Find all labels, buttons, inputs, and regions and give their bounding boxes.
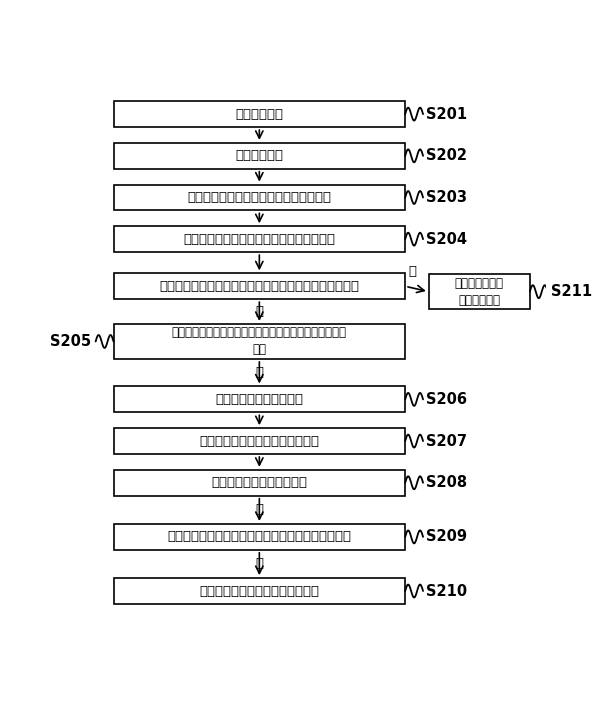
Text: 否: 否 — [409, 265, 416, 278]
Text: S210: S210 — [426, 583, 467, 598]
FancyBboxPatch shape — [114, 184, 405, 210]
Text: 判定所述实时温差是否小于第一设定温差且大于第二设定
温差: 判定所述实时温差是否小于第一设定温差且大于第二设定 温差 — [172, 326, 347, 356]
Text: S205: S205 — [50, 334, 91, 349]
Text: 采样设定温度: 采样设定温度 — [236, 149, 283, 162]
Text: 压缩机按照最小运行频率: 压缩机按照最小运行频率 — [215, 393, 304, 406]
Text: S208: S208 — [426, 475, 467, 490]
FancyBboxPatch shape — [114, 324, 405, 359]
Text: S209: S209 — [426, 529, 467, 544]
Text: S207: S207 — [426, 434, 467, 449]
FancyBboxPatch shape — [114, 226, 405, 252]
Text: 采样回风温度: 采样回风温度 — [236, 108, 283, 121]
FancyBboxPatch shape — [114, 101, 405, 127]
Text: S211: S211 — [551, 284, 592, 299]
Text: S202: S202 — [426, 148, 467, 163]
Text: 是: 是 — [256, 366, 263, 379]
FancyBboxPatch shape — [114, 273, 405, 299]
Text: S206: S206 — [426, 392, 467, 407]
FancyBboxPatch shape — [114, 524, 405, 550]
FancyBboxPatch shape — [114, 470, 405, 496]
Text: 如果实时温差小于第二设定温差且大于第三设定温差: 如果实时温差小于第二设定温差且大于第三设定温差 — [168, 530, 351, 543]
Text: 实时温差是否处于下降状态: 实时温差是否处于下降状态 — [211, 476, 307, 489]
FancyBboxPatch shape — [114, 578, 405, 604]
FancyBboxPatch shape — [429, 274, 530, 309]
Text: 是: 是 — [256, 503, 263, 516]
FancyBboxPatch shape — [114, 387, 405, 413]
Text: 计算设定温度和回风温度之间的实时温差: 计算设定温度和回风温度之间的实时温差 — [188, 191, 331, 204]
Text: 判定所述设定压缩机运行频率是否为压缩机最小运行频率: 判定所述设定压缩机运行频率是否为压缩机最小运行频率 — [160, 280, 359, 292]
Text: S201: S201 — [426, 107, 467, 122]
Text: 控制室内风机工作在第一干预转速: 控制室内风机工作在第一干预转速 — [199, 434, 319, 448]
Text: 是: 是 — [256, 305, 263, 318]
FancyBboxPatch shape — [114, 428, 405, 454]
Text: 按照设定压缩机
运行频率运行: 按照设定压缩机 运行频率运行 — [455, 277, 504, 307]
Text: 是: 是 — [256, 557, 263, 570]
FancyBboxPatch shape — [114, 143, 405, 169]
Text: 基于所述实时温差获取设定压缩机运行频率: 基于所述实时温差获取设定压缩机运行频率 — [183, 233, 335, 245]
Text: 控制室外风机工作在第二干预转速: 控制室外风机工作在第二干预转速 — [199, 584, 319, 598]
Text: S203: S203 — [426, 190, 467, 205]
Text: S204: S204 — [426, 232, 467, 247]
